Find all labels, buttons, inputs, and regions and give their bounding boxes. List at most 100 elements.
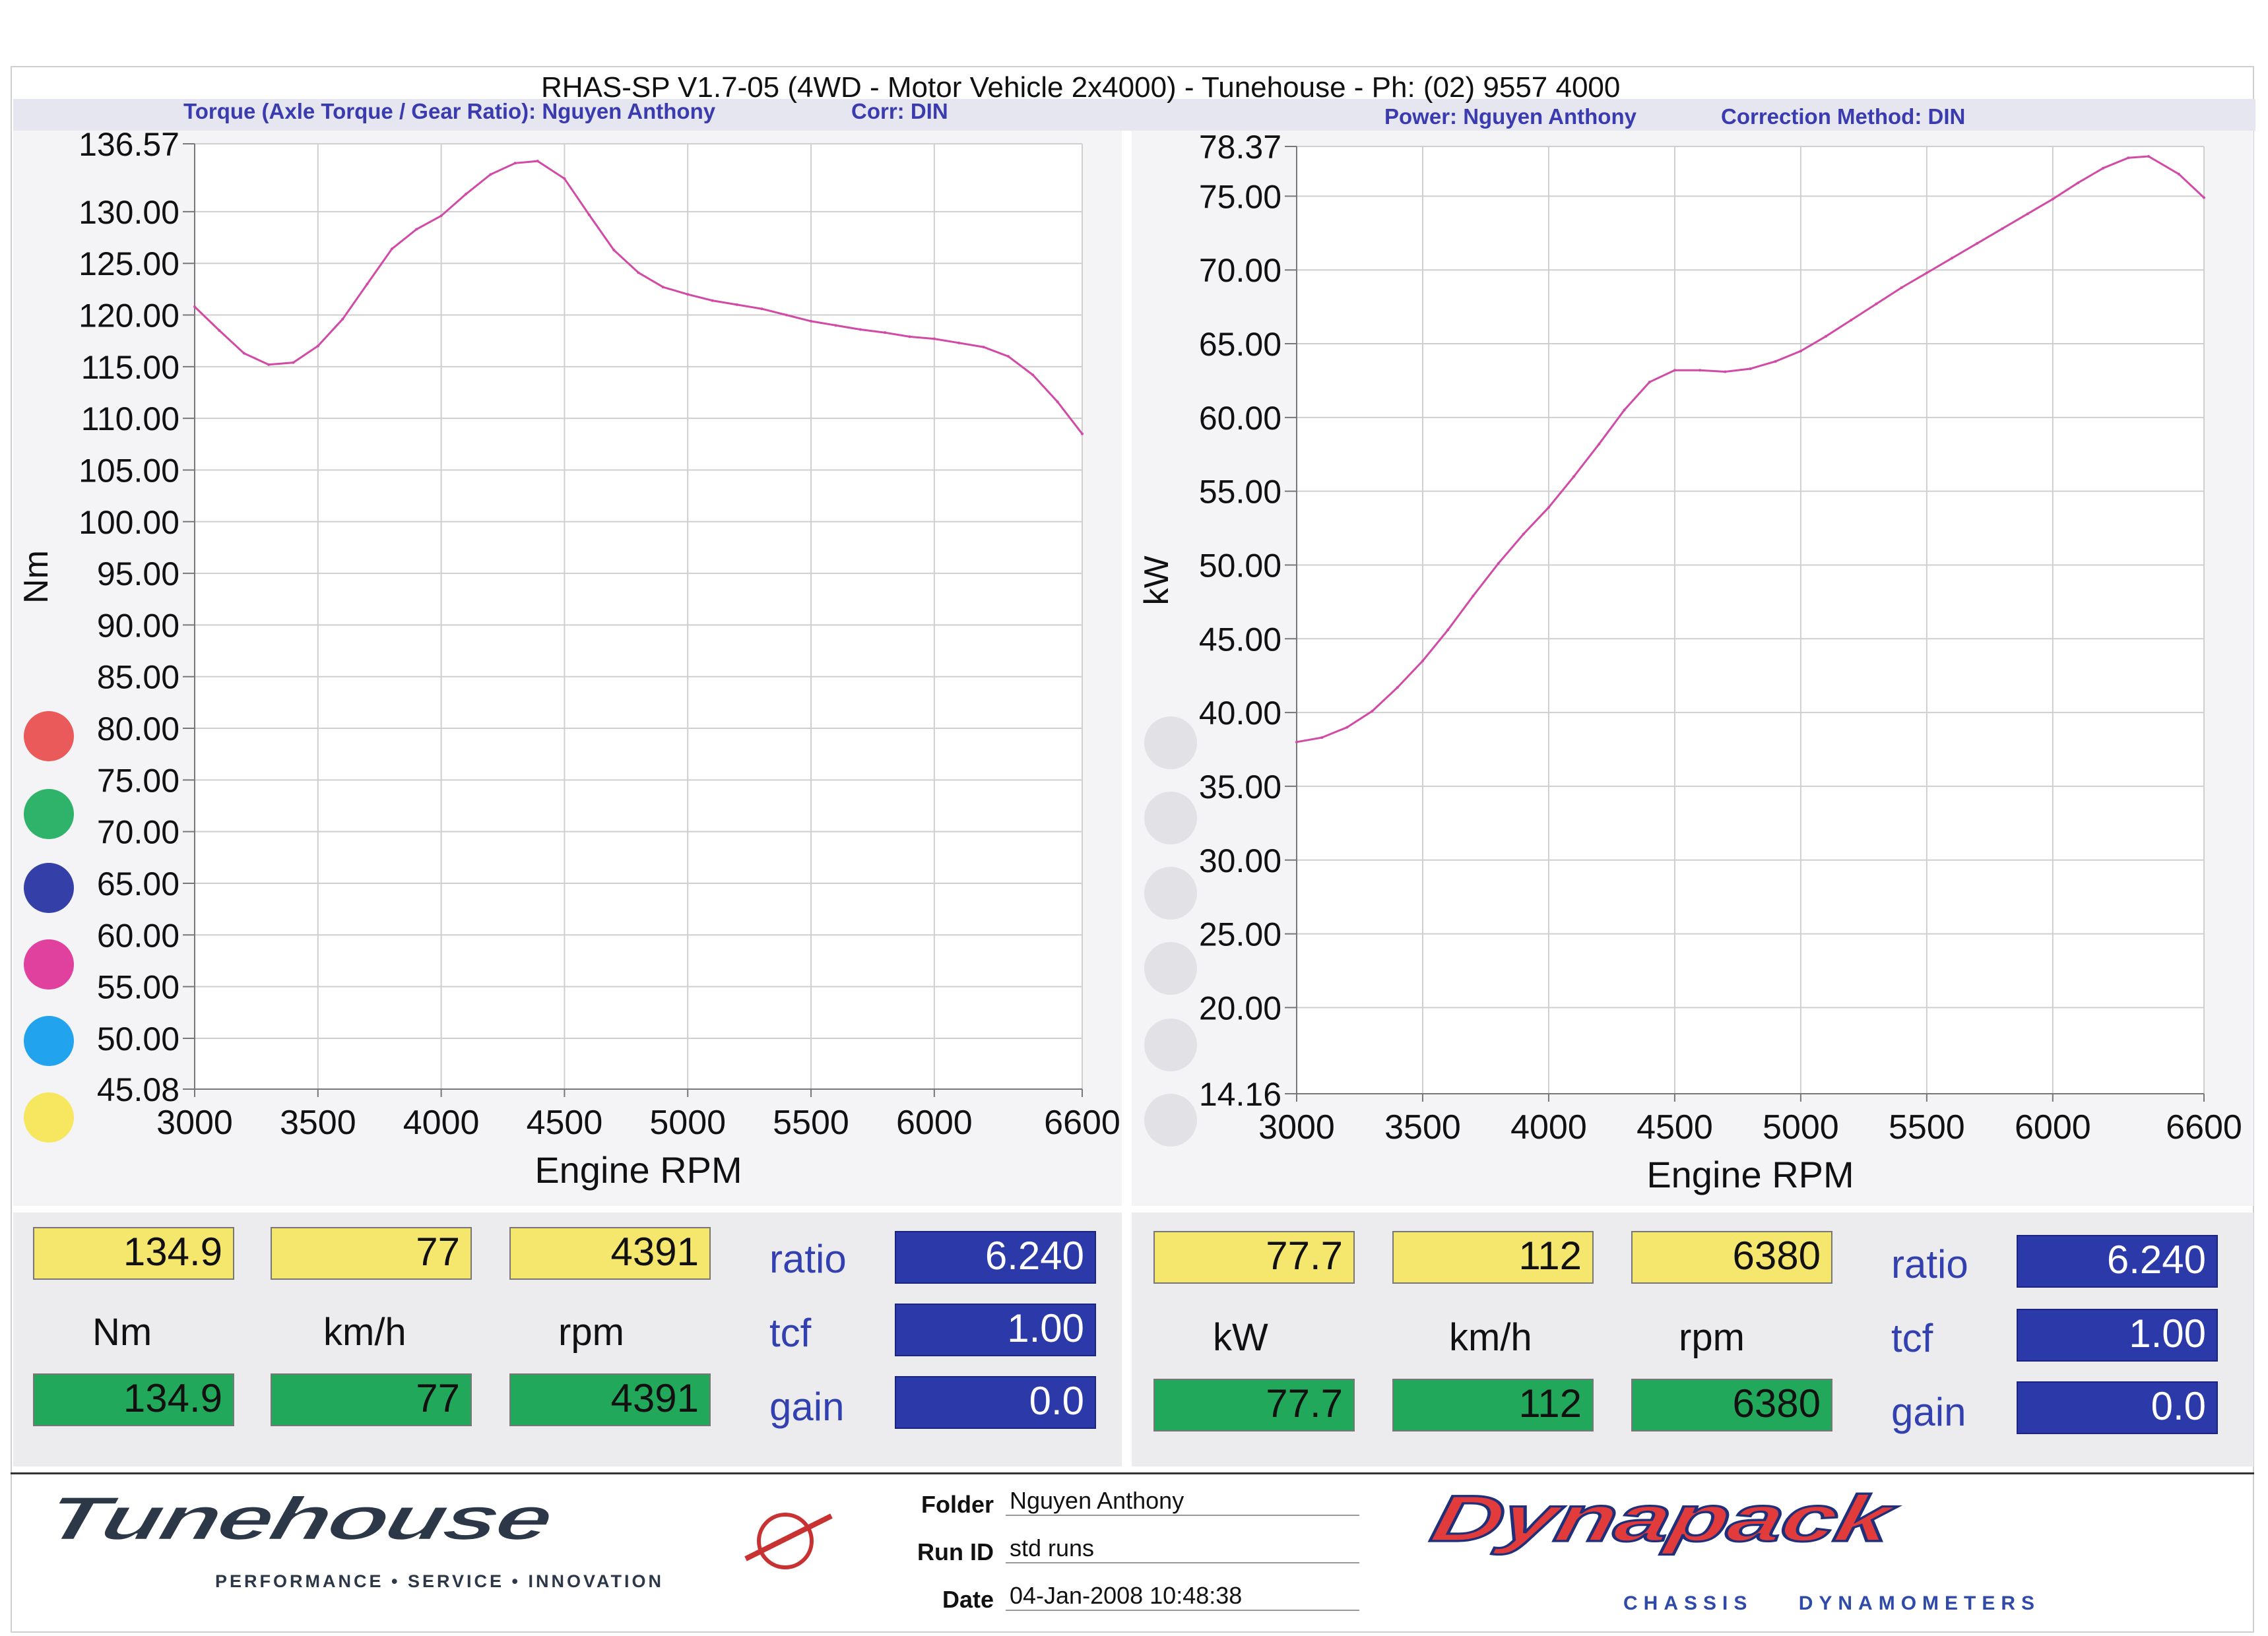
folder-value: Nguyen Anthony — [1006, 1487, 1359, 1516]
torque-value-field[interactable]: 134.9 — [33, 1227, 234, 1280]
gain-field[interactable]: 0.0 — [895, 1376, 1096, 1429]
ratio-field[interactable]: 6.240 — [895, 1231, 1096, 1284]
power-data-point — [2203, 196, 2205, 199]
torque-y-tick-label: 90.00 — [97, 607, 179, 644]
torque-y-tick-label: 120.00 — [79, 298, 179, 334]
runid-value: std runs — [1006, 1534, 1359, 1563]
power-data-point — [1825, 334, 1828, 338]
torque-y-tick-label: 115.00 — [81, 349, 179, 386]
torque-data-point — [859, 328, 862, 331]
torque-data-point — [637, 271, 640, 274]
dynapack-tagline: CHASSIS DYNAMOMETERS — [1623, 1592, 2041, 1614]
power-data-point — [1371, 709, 1374, 712]
rpm-value-field[interactable]: 6380 — [1631, 1231, 1832, 1284]
legend-dot-blue[interactable] — [24, 863, 74, 913]
legend-dot-cyan[interactable] — [24, 1016, 74, 1066]
speed-value-field[interactable]: 112 — [1392, 1231, 1594, 1284]
torque-subtitle: Torque (Axle Torque / Gear Ratio): Nguye… — [183, 99, 716, 123]
torque-data-point — [785, 313, 788, 317]
rpm-value-field[interactable]: 4391 — [509, 1227, 711, 1280]
legend-dot-empty[interactable] — [1144, 1094, 1197, 1147]
power-x-axis-label: Engine RPM — [1646, 1154, 1854, 1195]
power-max-field[interactable]: 77.7 — [1153, 1379, 1355, 1432]
speed-value-field[interactable]: 77 — [271, 1227, 472, 1280]
torque-data-point — [661, 286, 664, 289]
rpm-max-field[interactable]: 6380 — [1631, 1379, 1832, 1432]
torque-y-tick-label: 70.00 — [97, 814, 179, 851]
torque-data-point — [513, 162, 517, 165]
torque-data-point — [760, 307, 763, 311]
torque-data-point — [242, 352, 245, 355]
legend-dot-empty[interactable] — [1144, 1019, 1197, 1071]
gain-label: gain — [1891, 1390, 1966, 1434]
torque-data-point — [957, 341, 961, 344]
torque-x-tick-label: 3500 — [280, 1104, 356, 1142]
power-data-point — [1799, 350, 1802, 353]
title-band — [13, 99, 2255, 131]
legend-dot-red[interactable] — [24, 711, 74, 761]
tcf-field[interactable]: 1.00 — [895, 1304, 1096, 1356]
legend-dot-green[interactable] — [24, 789, 74, 839]
torque-x-tick-label: 6600 — [1044, 1104, 1120, 1142]
power-y-tick-label: 65.00 — [1199, 326, 1281, 363]
torque-unit-label: Nm — [92, 1311, 152, 1354]
torque-data-point — [536, 160, 539, 163]
power-data-point — [1976, 241, 1979, 245]
legend-dot-empty[interactable] — [1144, 716, 1197, 769]
power-data-point — [1472, 594, 1475, 598]
torque-chart: 3000 3500 4000 4500 5000 5500 6000 6600 136.57 13… — [17, 126, 1120, 1191]
torque-y-tick-label: 95.00 — [97, 555, 179, 592]
dynapack-wordmark: Dynapack — [1425, 1492, 1904, 1556]
power-data-point — [1623, 408, 1626, 412]
torque-y-tick-label: 105.00 — [79, 452, 179, 489]
torque-y-tick-label: 80.00 — [97, 710, 179, 747]
torque-x-tick-label: 6000 — [896, 1104, 973, 1142]
torque-data-point — [316, 344, 319, 348]
torque-data-point — [982, 346, 985, 349]
power-data-point — [1850, 319, 1853, 322]
legend-dot-yellow[interactable] — [24, 1092, 74, 1143]
speed-unit-label: km/h — [323, 1311, 406, 1354]
tcf-field[interactable]: 1.00 — [2017, 1309, 2218, 1362]
torque-y-tick-label: 60.00 — [97, 917, 179, 954]
legend-dot-magenta[interactable] — [24, 939, 74, 990]
tunehouse-wordmark: Tunehouse — [46, 1496, 558, 1553]
torque-max-field[interactable]: 134.9 — [33, 1373, 234, 1426]
torque-correction: Corr: DIN — [851, 99, 948, 123]
torque-data-point — [341, 317, 344, 321]
power-data-point — [1774, 360, 1777, 363]
power-data-point — [2001, 227, 2004, 230]
date-label: Date — [942, 1586, 994, 1613]
power-subtitle: Power: Nguyen Anthony — [1384, 104, 1636, 129]
torque-data-point — [735, 303, 738, 306]
speed-max-field[interactable]: 77 — [271, 1373, 472, 1426]
power-data-point — [2127, 156, 2130, 160]
power-data-point — [1396, 686, 1399, 689]
gain-field[interactable]: 0.0 — [2017, 1381, 2218, 1434]
legend-dot-empty[interactable] — [1144, 942, 1197, 995]
speed-max-field[interactable]: 112 — [1392, 1379, 1594, 1432]
torque-data-point — [1031, 373, 1035, 377]
power-data-point — [1673, 369, 1676, 372]
legend-dot-empty[interactable] — [1144, 867, 1197, 920]
torque-data-point — [415, 228, 418, 231]
folder-label: Folder — [921, 1491, 994, 1518]
power-data-point — [1648, 381, 1651, 384]
legend-dot-empty[interactable] — [1144, 792, 1197, 844]
power-data-point — [1345, 726, 1349, 729]
power-data-point — [2051, 197, 2054, 201]
power-value-field[interactable]: 77.7 — [1153, 1231, 1355, 1284]
power-data-point — [2177, 172, 2180, 175]
power-data-point — [1320, 736, 1324, 739]
ratio-field[interactable]: 6.240 — [2017, 1235, 2218, 1288]
torque-y-tick-label: 50.00 — [97, 1021, 179, 1057]
torque-data-point — [932, 337, 936, 340]
power-y-tick-label: 35.00 — [1199, 769, 1281, 805]
power-x-tick-label: 5000 — [1763, 1108, 1839, 1147]
torque-y-tick-label: 130.00 — [79, 194, 179, 231]
torque-x-tick-label: 4000 — [403, 1104, 480, 1142]
torque-x-tick-label: 3000 — [156, 1104, 233, 1142]
rpm-max-field[interactable]: 4391 — [509, 1373, 711, 1426]
torque-data-point — [810, 319, 813, 323]
gain-label: gain — [769, 1385, 845, 1429]
